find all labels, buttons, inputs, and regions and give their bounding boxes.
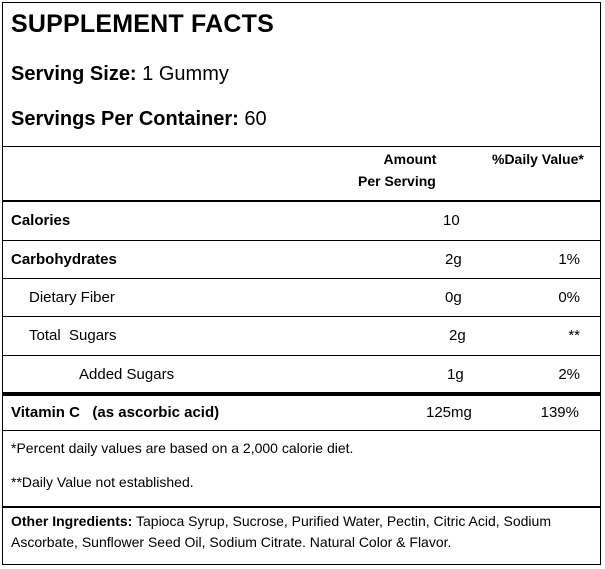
divider: [3, 355, 600, 356]
nutrient-row-vitamin-c: Vitamin C (as ascorbic acid) 125mg 139%: [3, 394, 600, 432]
daily-value-not-established-footnote: **Daily Value not established.: [11, 474, 194, 490]
amount-header-line1: Amount: [383, 151, 437, 167]
amount-header-line2: Per Serving: [358, 173, 436, 189]
nutrient-row-total-sugars: Total Sugars 2g **: [3, 317, 600, 355]
nutrient-daily-value: 0%: [558, 289, 580, 306]
nutrient-label: Dietary Fiber: [29, 289, 115, 306]
nutrient-amount: 0g: [445, 289, 462, 306]
nutrient-label: Vitamin C (as ascorbic acid): [11, 404, 220, 421]
divider: [3, 240, 600, 241]
nutrient-row-dietary-fiber: Dietary Fiber 0g 0%: [3, 279, 600, 317]
divider: [3, 316, 600, 317]
nutrient-amount: 2g: [445, 251, 462, 268]
percent-daily-footnote: *Percent daily values are based on a 2,0…: [11, 440, 354, 456]
supplement-facts-panel: SUPPLEMENT FACTS Serving Size: 1 Gummy S…: [2, 2, 601, 565]
divider: [3, 146, 600, 147]
serving-size-value: 1 Gummy: [142, 63, 229, 85]
nutrient-row-calories: Calories 10: [3, 202, 600, 240]
nutrient-amount: 2g: [449, 327, 466, 344]
serving-size: Serving Size: 1 Gummy: [11, 63, 229, 86]
divider: [3, 506, 600, 508]
servings-per-container: Servings Per Container: 60: [11, 108, 267, 131]
nutrient-label: Added Sugars: [79, 366, 175, 383]
nutrient-amount: 10: [443, 212, 460, 229]
divider: [3, 278, 600, 279]
divider-thick: [3, 392, 600, 396]
nutrient-daily-value: 2%: [558, 366, 580, 383]
nutrient-row-carbohydrates: Carbohydrates 2g 1%: [3, 241, 600, 279]
nutrient-label: Total Sugars: [29, 327, 117, 344]
nutrient-daily-value: **: [568, 327, 580, 344]
nutrient-row-added-sugars: Added Sugars 1g 2%: [3, 356, 600, 394]
nutrient-daily-value: 1%: [558, 251, 580, 268]
other-ingredients-text: Tapioca Syrup, Sucrose, Purified Water, …: [11, 513, 551, 550]
nutrient-amount: 1g: [447, 366, 464, 383]
daily-value-header: %Daily Value*: [492, 151, 584, 167]
other-ingredients: Other Ingredients: Tapioca Syrup, Sucros…: [11, 511, 596, 553]
panel-title: SUPPLEMENT FACTS: [11, 10, 274, 38]
divider: [3, 200, 600, 202]
other-ingredients-label: Other Ingredients:: [11, 513, 133, 529]
serving-size-label: Serving Size:: [11, 63, 137, 85]
nutrient-label: Carbohydrates: [11, 251, 117, 268]
servings-per-container-label: Servings Per Container:: [11, 108, 239, 130]
nutrient-amount: 125mg: [426, 404, 472, 421]
servings-per-container-value: 60: [244, 108, 267, 130]
nutrient-label: Calories: [11, 212, 71, 229]
nutrient-daily-value: 139%: [540, 404, 579, 421]
divider: [3, 430, 600, 431]
